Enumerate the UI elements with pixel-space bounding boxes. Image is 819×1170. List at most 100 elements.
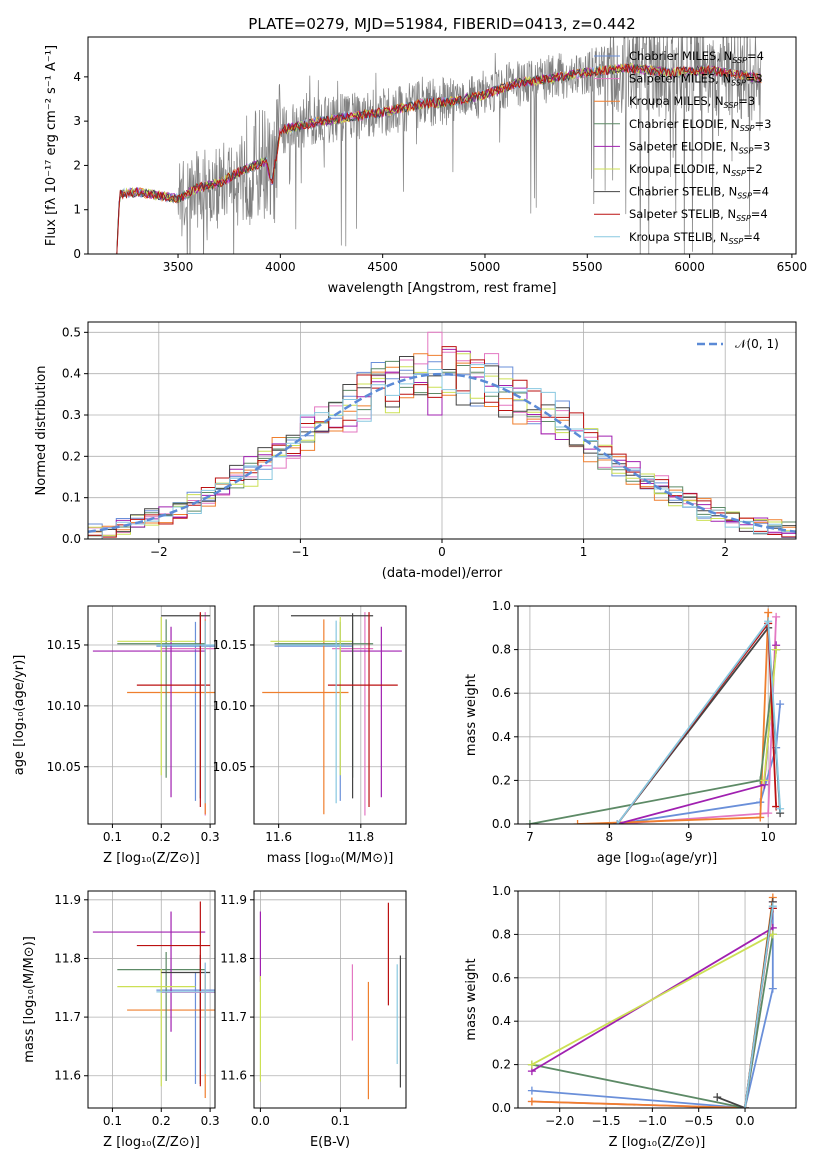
legend-entry: Chabrier STELIB, NSSP=4 — [629, 185, 769, 201]
y-tick-label: 11.7 — [54, 1010, 81, 1024]
error-bar-point — [340, 626, 402, 798]
mass_vs_z-plot-area — [92, 901, 215, 1099]
error-bar-point — [156, 972, 215, 1084]
mass-weight-line — [531, 908, 774, 1108]
y-tick-label: 11.8 — [220, 951, 247, 965]
y-tick-label: 2 — [73, 158, 81, 172]
y-tick-label: 10.10 — [213, 699, 247, 713]
y-tick-label: 0.2 — [62, 449, 81, 463]
plus-marker — [741, 1104, 750, 1108]
error-bar-point — [161, 954, 211, 1084]
x-tick-label: 0 — [438, 545, 446, 559]
x-axis-label: Z [log₁₀(Z/Z⊙)] — [103, 1135, 200, 1150]
legend-entry: Chabrier MILES, NSSP=4 — [629, 49, 764, 65]
x-tick-label: 7 — [526, 830, 534, 844]
plus-marker — [764, 617, 773, 626]
axes-frame — [87, 36, 797, 255]
x-axis-label: E(B-V) — [310, 1135, 350, 1150]
y-tick-label: 0.0 — [62, 532, 81, 546]
age_vs_z-plot-area — [92, 612, 215, 816]
x-tick-label: −1.0 — [638, 1114, 667, 1128]
weight_vs_z-panel: −2.0 −1.5 −1.0 −0.5 0.0 0.0 0.2 0.4 0.6 0.8 1.0 Z [… — [464, 884, 797, 1150]
y-tick-label: 1.0 — [492, 599, 511, 613]
plus-marker — [772, 645, 781, 654]
x-tick-label: 4500 — [367, 260, 398, 274]
mass-weight-line — [763, 649, 777, 781]
figure-title: PLATE=0279, MJD=51984, FIBERID=0413, z=0… — [248, 15, 635, 33]
plus-marker — [713, 1093, 722, 1102]
plus-marker — [776, 700, 785, 709]
y-tick-label: 0.2 — [492, 1058, 511, 1072]
y-tick-label: 0 — [73, 247, 81, 261]
y-tick-label: 0.5 — [62, 325, 81, 339]
x-tick-label: 0.2 — [152, 830, 171, 844]
plus-marker — [760, 776, 769, 785]
x-tick-label: −1 — [292, 545, 310, 559]
legend-entry: Salpeter ELODIE, NSSP=3 — [629, 139, 770, 155]
plus-marker — [527, 1097, 536, 1106]
spectrum-panel: 3500 4000 4500 5000 5500 6000 6500 0 1 2 3 4 wavelen… — [44, 36, 808, 296]
x-axis-label: wavelength [Angstrom, rest frame] — [328, 281, 557, 296]
mass_vs_ebv-panel: 0.0 0.1 11.6 11.7 11.8 11.9 E(B-V) — [220, 890, 407, 1150]
mass-weight-line — [617, 704, 781, 824]
x-tick-label: −0.5 — [684, 1114, 713, 1128]
x-tick-label: 10 — [761, 830, 776, 844]
y-tick-label: 0.0 — [492, 817, 511, 831]
plus-marker — [772, 612, 781, 621]
plus-marker — [613, 820, 622, 824]
mass-weight-line — [531, 934, 774, 1108]
x-tick-label: 0.3 — [201, 1114, 220, 1128]
x-axis-label: (data-model)/error — [382, 566, 503, 581]
y-tick-label: 0.4 — [492, 730, 511, 744]
x-tick-label: 0.1 — [103, 830, 122, 844]
y-axis-label: mass weight — [464, 674, 479, 756]
plus-marker — [768, 984, 777, 993]
y-tick-label: 10.10 — [47, 699, 81, 713]
x-axis-label: Z [log₁₀(Z/Z⊙)] — [609, 1135, 706, 1150]
x-tick-label: 11.6 — [265, 830, 292, 844]
x-tick-label: 6500 — [777, 260, 808, 274]
y-axis-label: Flux [fλ 10⁻¹⁷ erg cm⁻² s⁻¹ A⁻¹] — [44, 45, 59, 246]
spectrum-plot-area — [116, 37, 762, 254]
plus-marker — [527, 1060, 536, 1069]
histogram-series — [88, 364, 796, 539]
mass-weight-line — [617, 645, 777, 824]
weight_vs_age-plot-area — [525, 608, 785, 824]
x-tick-label: 9 — [685, 830, 693, 844]
plus-marker — [768, 902, 777, 911]
residuals-plot-area — [88, 331, 796, 539]
y-tick-label: 10.05 — [47, 760, 81, 774]
y-tick-label: 0.4 — [492, 1014, 511, 1028]
y-tick-label: 0.8 — [492, 643, 511, 657]
y-tick-label: 11.7 — [220, 1010, 247, 1024]
legend-entry: Salpeter MILES, NSSP=3 — [629, 72, 763, 88]
y-tick-label: 10.15 — [213, 638, 247, 652]
error-bar-point — [161, 963, 215, 1069]
x-tick-label: 0.1 — [331, 1114, 350, 1128]
plus-marker — [527, 1086, 536, 1095]
residuals-panel: −2 −1 0 1 2 0.0 0.1 0.2 0.3 0.4 0.5 (data-model)/er… — [34, 321, 797, 581]
mass-weight-line — [531, 933, 774, 1066]
error-bar-point — [262, 619, 349, 815]
y-tick-label: 0.6 — [492, 971, 511, 985]
legend-entry: Kroupa STELIB, NSSP=4 — [629, 230, 760, 246]
y-axis-label: mass weight — [464, 958, 479, 1040]
weight_vs_z-plot-area — [527, 893, 777, 1108]
residual-legend: 𝒩(0, 1) — [697, 337, 779, 351]
y-tick-label: 0.3 — [62, 408, 81, 422]
axes-frame — [517, 605, 797, 825]
y-axis-label: mass [log₁₀(M/M⊙)] — [22, 936, 37, 1063]
axes-frame — [87, 605, 216, 825]
y-tick-label: 11.9 — [54, 893, 81, 907]
y-tick-label: 1 — [73, 203, 81, 217]
x-tick-label: −1.5 — [591, 1114, 620, 1128]
error-bar-point — [156, 962, 215, 1074]
mass-weight-line — [744, 906, 774, 1108]
axes-frame — [517, 890, 797, 1109]
model-spectrum-line — [116, 63, 762, 254]
axes-frame — [87, 890, 216, 1109]
legend-entry: 𝒩(0, 1) — [735, 337, 779, 351]
x-tick-label: 0.3 — [201, 830, 220, 844]
x-tick-label: 0.2 — [152, 1114, 171, 1128]
